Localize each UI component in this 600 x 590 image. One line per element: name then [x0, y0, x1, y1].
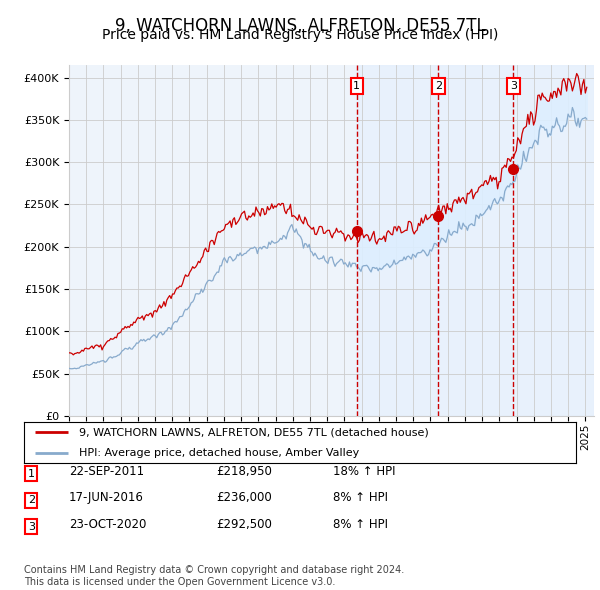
Text: 3: 3: [28, 522, 35, 532]
Text: HPI: Average price, detached house, Amber Valley: HPI: Average price, detached house, Ambe…: [79, 448, 359, 458]
Text: 17-JUN-2016: 17-JUN-2016: [69, 491, 144, 504]
Text: 8% ↑ HPI: 8% ↑ HPI: [333, 491, 388, 504]
Text: 22-SEP-2011: 22-SEP-2011: [69, 465, 144, 478]
Bar: [357, 65, 594, 416]
Text: £236,000: £236,000: [216, 491, 272, 504]
Text: 18% ↑ HPI: 18% ↑ HPI: [333, 465, 395, 478]
Text: 1: 1: [353, 81, 361, 91]
Text: 9, WATCHORN LAWNS, ALFRETON, DE55 7TL: 9, WATCHORN LAWNS, ALFRETON, DE55 7TL: [115, 17, 485, 35]
Text: 2: 2: [28, 496, 35, 505]
Text: 8% ↑ HPI: 8% ↑ HPI: [333, 518, 388, 531]
Text: 9, WATCHORN LAWNS, ALFRETON, DE55 7TL (detached house): 9, WATCHORN LAWNS, ALFRETON, DE55 7TL (d…: [79, 427, 429, 437]
Text: 23-OCT-2020: 23-OCT-2020: [69, 518, 146, 531]
Text: 2: 2: [435, 81, 442, 91]
Text: £292,500: £292,500: [216, 518, 272, 531]
Text: Price paid vs. HM Land Registry's House Price Index (HPI): Price paid vs. HM Land Registry's House …: [102, 28, 498, 42]
Text: £218,950: £218,950: [216, 465, 272, 478]
Text: Contains HM Land Registry data © Crown copyright and database right 2024.
This d: Contains HM Land Registry data © Crown c…: [24, 565, 404, 587]
Text: 3: 3: [510, 81, 517, 91]
Text: 1: 1: [28, 469, 35, 478]
